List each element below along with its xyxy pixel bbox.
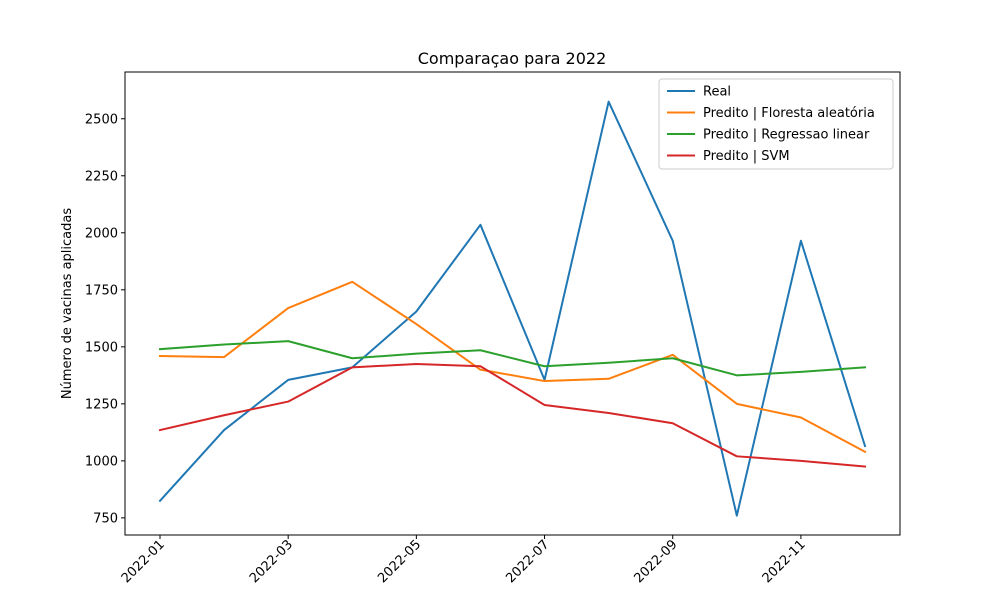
plot-frame (124, 71, 901, 536)
legend: Real Predito | Floresta aleatória Predito … (658, 78, 894, 170)
y-tick-label: 1250 (85, 397, 118, 412)
legend-label: Predito | Floresta aleatória (703, 106, 875, 121)
series-line-2 (158, 280, 867, 454)
legend-label: Predito | SVM (703, 149, 790, 164)
legend-label: Real (703, 85, 731, 100)
y-tick-label: 2500 (85, 112, 118, 127)
y-tick-label: 1750 (85, 283, 118, 298)
y-tick-label: 750 (93, 511, 118, 526)
y-axis-title: Número de vacinas aplicadas (60, 208, 75, 399)
y-tick-label: 1000 (85, 454, 118, 469)
legend-label: Predito | Regressao linear (703, 128, 870, 143)
y-tick-label: 1500 (85, 340, 118, 355)
legend-box (658, 78, 894, 170)
y-tick-label: 2250 (85, 169, 118, 184)
series-line-4 (158, 362, 867, 468)
series-line-3 (158, 340, 867, 377)
series-line-1 (158, 100, 867, 517)
y-tick-label: 2000 (85, 226, 118, 241)
chart-title: Comparaçao para 2022 (418, 49, 607, 68)
